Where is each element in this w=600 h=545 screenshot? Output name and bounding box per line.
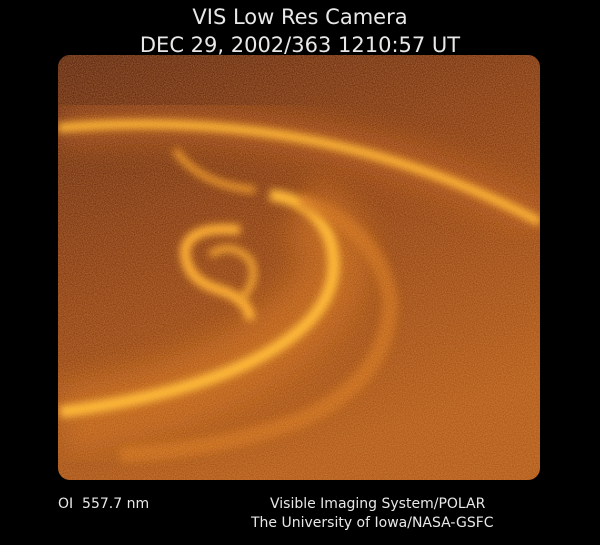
credit: The University of Iowa/NASA-GSFC [250,515,494,531]
timestamp: DEC 29, 2002/363 1210:57 UT [140,33,460,57]
wavelength: OI 557.7 nm [58,496,149,512]
instrument: Visible Imaging System/POLAR [270,496,486,512]
title: VIS Low Res Camera [192,5,407,29]
aurora-image [58,55,540,480]
